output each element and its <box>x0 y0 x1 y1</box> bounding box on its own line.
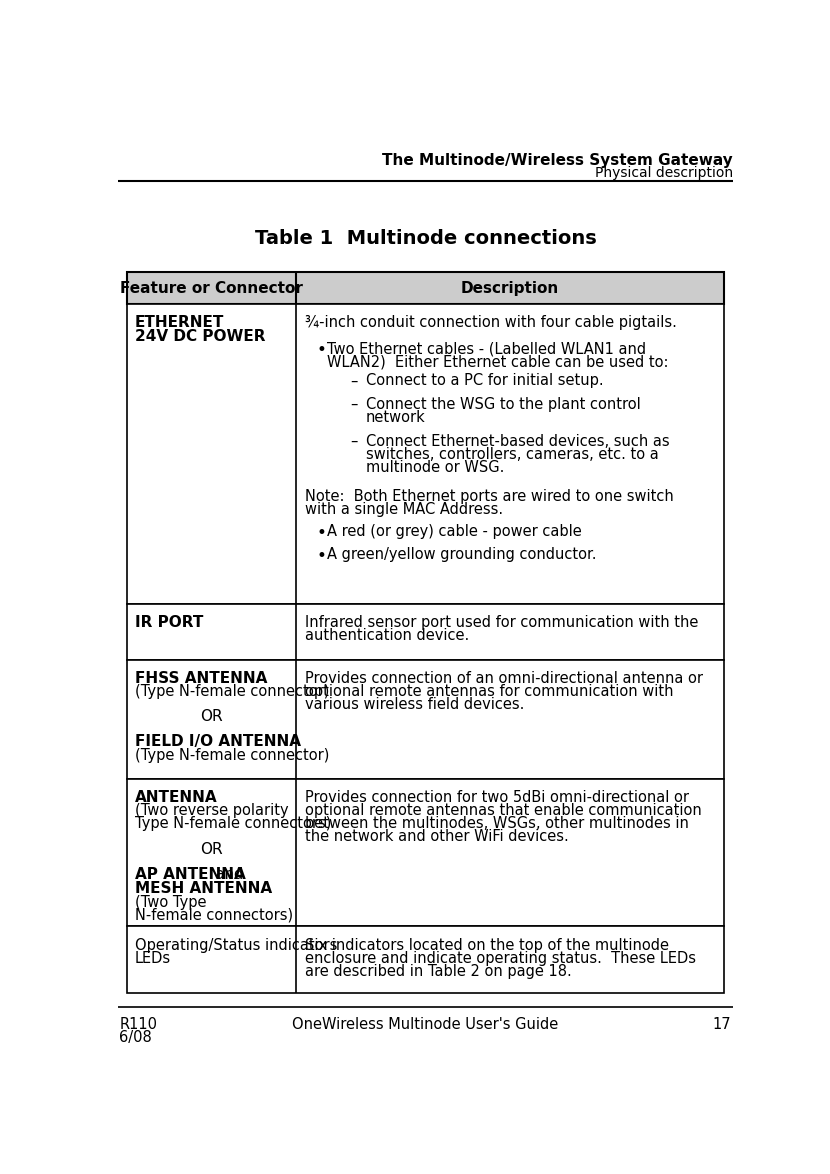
Bar <box>127 304 724 605</box>
Text: Provides connection for two 5dBi omni-directional or: Provides connection for two 5dBi omni-di… <box>305 790 689 805</box>
Bar <box>127 660 724 780</box>
Text: the network and other WiFi devices.: the network and other WiFi devices. <box>305 829 569 844</box>
Text: Six indicators located on the top of the multinode: Six indicators located on the top of the… <box>305 938 669 953</box>
Text: 17: 17 <box>713 1017 731 1032</box>
Text: Description: Description <box>461 281 559 296</box>
Text: and: and <box>212 866 244 882</box>
Text: Infrared sensor port used for communication with the: Infrared sensor port used for communicat… <box>305 615 699 630</box>
Bar <box>127 780 724 925</box>
Text: •: • <box>316 525 326 542</box>
Text: (Type N-female connector): (Type N-female connector) <box>134 683 330 699</box>
Text: •: • <box>316 342 326 359</box>
Text: LEDs: LEDs <box>134 951 171 966</box>
Text: A red (or grey) cable - power cable: A red (or grey) cable - power cable <box>327 525 582 539</box>
Text: (Two Type: (Two Type <box>134 895 206 910</box>
Text: are described in Table 2 on page 18.: are described in Table 2 on page 18. <box>305 964 572 979</box>
Text: 6/08: 6/08 <box>120 1031 152 1045</box>
Text: ETHERNET: ETHERNET <box>134 315 224 330</box>
Text: IR PORT: IR PORT <box>134 615 203 630</box>
Text: –: – <box>350 373 358 389</box>
Text: authentication device.: authentication device. <box>305 628 470 643</box>
Bar <box>127 605 724 660</box>
Text: (Type N-female connector): (Type N-female connector) <box>134 748 330 763</box>
Text: ¾-inch conduit connection with four cable pigtails.: ¾-inch conduit connection with four cabl… <box>305 315 677 330</box>
Text: Connect Ethernet-based devices, such as: Connect Ethernet-based devices, such as <box>366 434 669 450</box>
Text: N-female connectors): N-female connectors) <box>134 908 293 923</box>
Text: FHSS ANTENNA: FHSS ANTENNA <box>134 670 267 686</box>
Text: The Multinode/Wireless System Gateway: The Multinode/Wireless System Gateway <box>383 153 733 168</box>
Text: R110: R110 <box>120 1017 157 1032</box>
Text: AP ANTENNA: AP ANTENNA <box>134 866 246 882</box>
Text: ANTENNA: ANTENNA <box>134 790 217 805</box>
Text: multinode or WSG.: multinode or WSG. <box>366 460 504 475</box>
Text: Feature or Connector: Feature or Connector <box>120 281 303 296</box>
Text: various wireless field devices.: various wireless field devices. <box>305 697 525 711</box>
Text: Operating/Status indicators: Operating/Status indicators <box>134 938 337 953</box>
Text: Connect the WSG to the plant control: Connect the WSG to the plant control <box>366 397 641 412</box>
Text: optional remote antennas that enable communication: optional remote antennas that enable com… <box>305 803 702 818</box>
Text: A green/yellow grounding conductor.: A green/yellow grounding conductor. <box>327 547 597 562</box>
Bar <box>127 925 724 993</box>
Text: switches, controllers, cameras, etc. to a: switches, controllers, cameras, etc. to … <box>366 447 658 463</box>
Text: Note:  Both Ethernet ports are wired to one switch: Note: Both Ethernet ports are wired to o… <box>305 488 674 504</box>
Text: FIELD I/O ANTENNA: FIELD I/O ANTENNA <box>134 734 300 749</box>
Text: Physical description: Physical description <box>595 166 733 180</box>
Text: with a single MAC Address.: with a single MAC Address. <box>305 502 503 517</box>
Text: Two Ethernet cables - (Labelled WLAN1 and: Two Ethernet cables - (Labelled WLAN1 an… <box>327 342 646 356</box>
Text: Table 1  Multinode connections: Table 1 Multinode connections <box>255 229 596 249</box>
Text: Connect to a PC for initial setup.: Connect to a PC for initial setup. <box>366 373 603 389</box>
Text: Type N-female connectors): Type N-female connectors) <box>134 816 331 831</box>
Text: network: network <box>366 411 426 425</box>
Text: –: – <box>350 397 358 412</box>
Text: Provides connection of an omni-directional antenna or: Provides connection of an omni-direction… <box>305 670 703 686</box>
Text: enclosure and indicate operating status.  These LEDs: enclosure and indicate operating status.… <box>305 951 696 966</box>
Text: OR: OR <box>200 842 222 857</box>
Text: optional remote antennas for communication with: optional remote antennas for communicati… <box>305 683 674 699</box>
Text: MESH ANTENNA: MESH ANTENNA <box>134 880 272 896</box>
Text: between the multinodes, WSGs, other multinodes in: between the multinodes, WSGs, other mult… <box>305 816 689 831</box>
Bar <box>127 271 724 304</box>
Text: •: • <box>316 547 326 566</box>
Text: WLAN2)  Either Ethernet cable can be used to:: WLAN2) Either Ethernet cable can be used… <box>327 355 668 369</box>
Text: (Two reverse polarity: (Two reverse polarity <box>134 803 288 818</box>
Text: 24V DC POWER: 24V DC POWER <box>134 329 266 344</box>
Text: –: – <box>350 434 358 450</box>
Text: OR: OR <box>200 709 222 724</box>
Text: OneWireless Multinode User's Guide: OneWireless Multinode User's Guide <box>292 1017 559 1032</box>
